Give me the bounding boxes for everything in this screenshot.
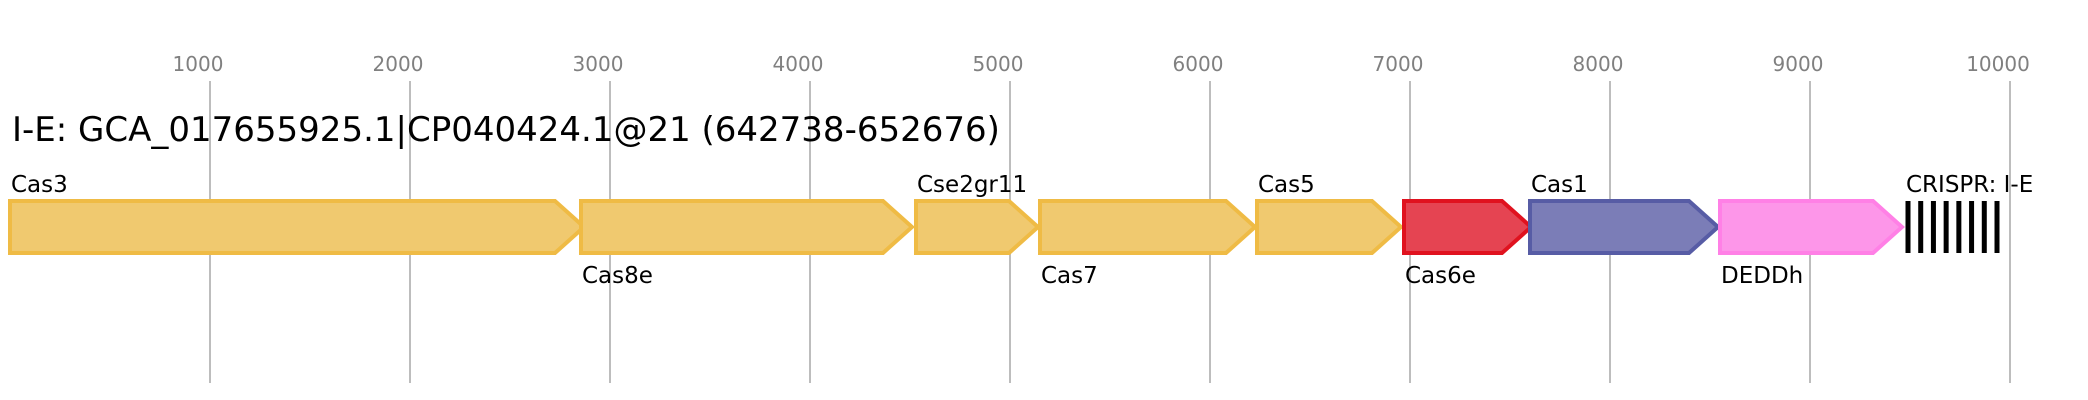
gene-cse2gr11[interactable]: Cse2gr11	[914, 172, 1041, 255]
gene-label: Cas5	[1258, 172, 1315, 198]
gene-label: Cas8e	[582, 263, 653, 289]
crispr-label: CRISPR: I-E	[1906, 172, 2033, 198]
gene-label: Cas7	[1041, 263, 1098, 289]
crispr-repeat	[1969, 201, 1975, 253]
gene-cas1[interactable]: Cas1	[1528, 172, 1721, 255]
genes: Cas3 Cas8e Cse2gr11 Cas7 Cas5 Cas6e Cas1 DEDDh C…	[8, 172, 2034, 289]
crispr-repeat	[1994, 201, 2000, 253]
crispr-repeat	[1943, 201, 1949, 253]
tick-label: 7000	[1373, 52, 1424, 76]
gene-cas7[interactable]: Cas7	[1038, 199, 1258, 289]
gene-arrow[interactable]	[1038, 199, 1258, 255]
gene-arrow[interactable]	[1402, 199, 1534, 255]
gene-label: Cas3	[11, 172, 68, 198]
tick-label: 4000	[773, 52, 824, 76]
gene-cas6e[interactable]: Cas6e	[1402, 199, 1534, 289]
gene-label: Cas1	[1531, 172, 1588, 198]
tick-label: 2000	[373, 52, 424, 76]
gene-cas3[interactable]: Cas3	[8, 172, 587, 255]
gene-label: DEDDh	[1721, 263, 1803, 289]
gene-arrow[interactable]	[579, 199, 915, 255]
gene-arrow[interactable]	[914, 199, 1041, 255]
tick-label: 3000	[573, 52, 624, 76]
crispr-array[interactable]: CRISPR: I-E	[1905, 172, 2034, 253]
crispr-repeat	[1930, 201, 1936, 253]
tick-label: 10000	[1966, 52, 2030, 76]
gene-deddh[interactable]: DEDDh	[1718, 199, 1905, 289]
gene-arrow[interactable]	[8, 199, 587, 255]
crispr-repeat	[1956, 201, 1962, 253]
gene-cas8e[interactable]: Cas8e	[579, 199, 915, 289]
gene-label: Cse2gr11	[917, 172, 1027, 198]
gene-cas5[interactable]: Cas5	[1255, 172, 1404, 255]
tick-label: 6000	[1173, 52, 1224, 76]
crispr-repeat	[1981, 201, 1987, 253]
gene-arrow[interactable]	[1718, 199, 1905, 255]
gene-label: Cas6e	[1405, 263, 1476, 289]
tick-label: 9000	[1773, 52, 1824, 76]
tick-label: 5000	[973, 52, 1024, 76]
crispr-repeat	[1918, 201, 1924, 253]
diagram-title: I-E: GCA_017655925.1|CP040424.1@21 (6427…	[12, 110, 1000, 150]
gene-arrow[interactable]	[1528, 199, 1721, 255]
gene-arrow[interactable]	[1255, 199, 1404, 255]
tick-label: 1000	[173, 52, 224, 76]
crispr-repeat	[1905, 201, 1911, 253]
tick-label: 8000	[1573, 52, 1624, 76]
